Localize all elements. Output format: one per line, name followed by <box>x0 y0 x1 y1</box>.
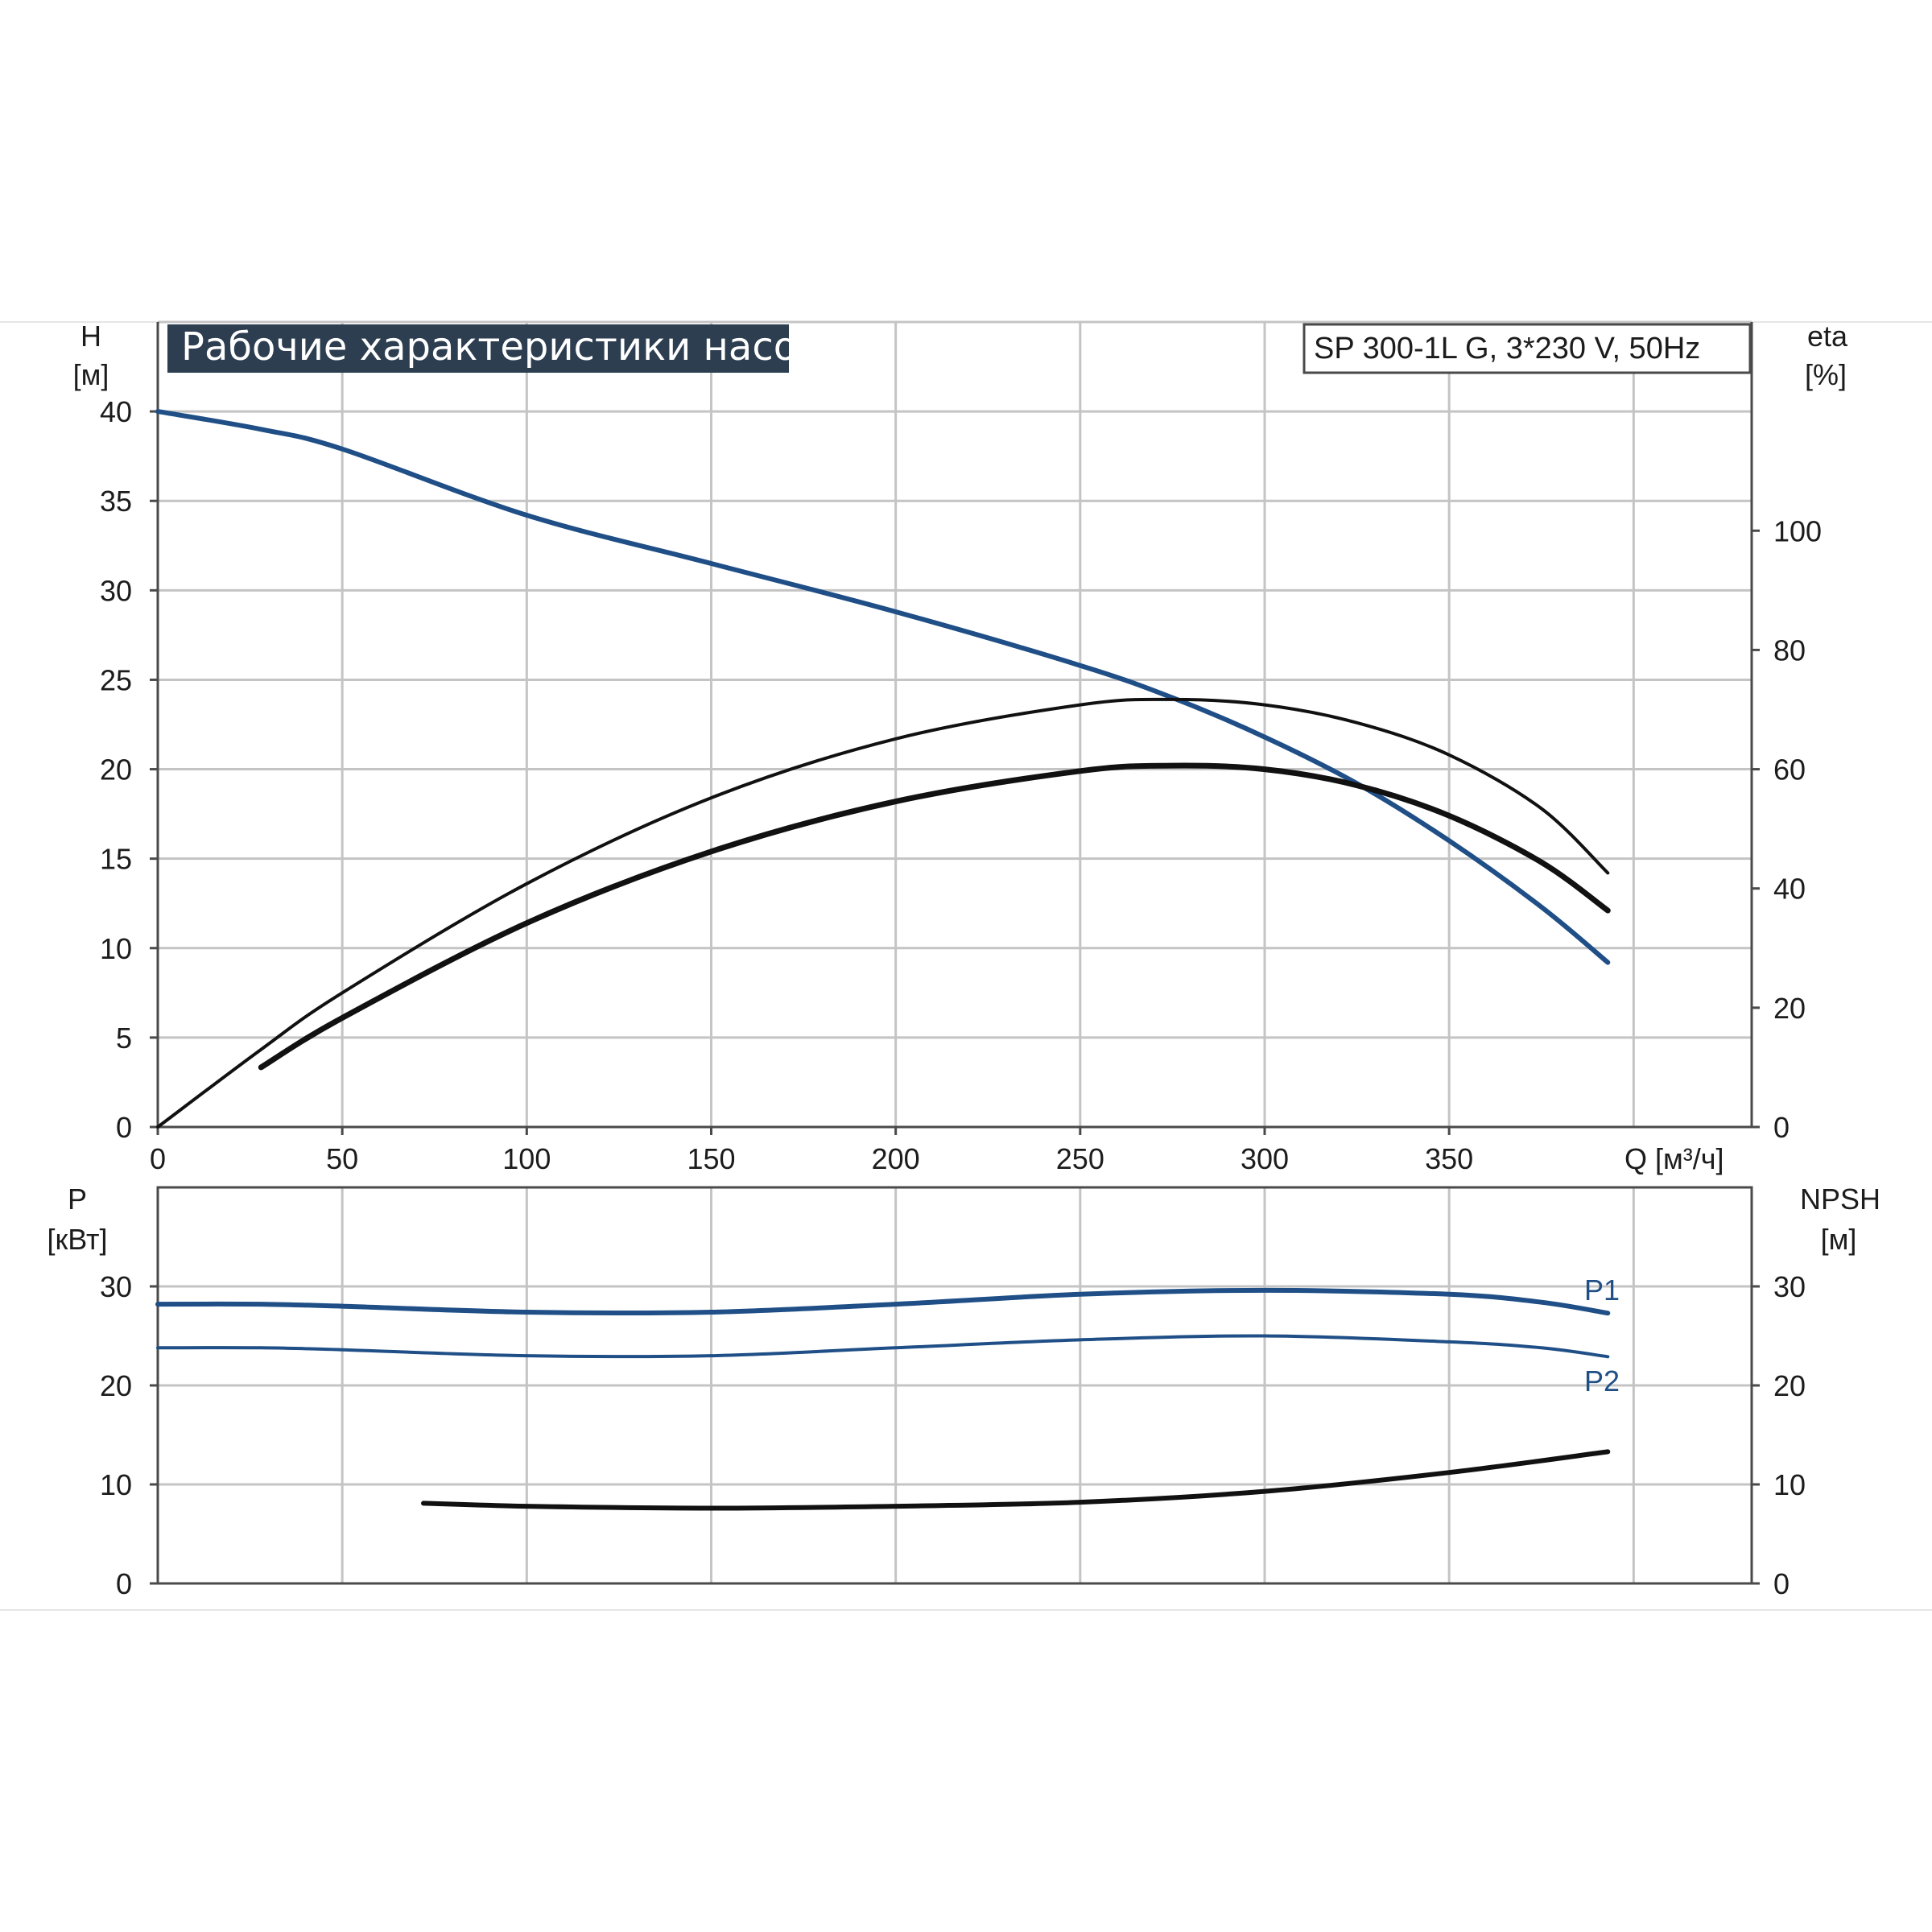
x-tick-label: 200 <box>872 1142 920 1175</box>
top-left-tick-label: 20 <box>100 753 132 786</box>
npsh-axis-title-line1: NPSH <box>1800 1183 1880 1216</box>
bottom-right-tick-label: 20 <box>1773 1369 1806 1402</box>
x-tick-label: 250 <box>1056 1142 1104 1175</box>
x-axis-title: Q [м³/ч] <box>1624 1142 1724 1175</box>
x-tick-label: 50 <box>326 1142 358 1175</box>
top-series-group <box>155 409 1611 1129</box>
top-left-tick-label: 30 <box>100 574 132 607</box>
top-right-tick-label: 60 <box>1773 753 1806 786</box>
top-right-tick-label: 40 <box>1773 873 1806 906</box>
title-box <box>167 324 789 373</box>
power-axis-title-line2: [кВт] <box>47 1223 107 1256</box>
chart-title: Рабочие характеристики насоса <box>181 324 842 369</box>
npsh-curve <box>421 1449 1611 1511</box>
power-p2-curve <box>156 1334 1610 1359</box>
bottom-left-tick-label: 0 <box>116 1567 132 1600</box>
top-left-tick-label: 25 <box>100 663 132 696</box>
top-left-tick-label: 0 <box>116 1111 132 1144</box>
model-box <box>1302 323 1752 374</box>
y-right-title-line2: [%] <box>1805 358 1847 391</box>
power-axis-title-line1: P <box>68 1183 87 1216</box>
bottom-plot-grid <box>158 1187 1752 1583</box>
bottom-right-tick-label: 10 <box>1773 1468 1806 1501</box>
bottom-series-group <box>155 1287 1611 1511</box>
efficiency-curve-total <box>258 762 1611 1071</box>
bottom-left-tick-label: 10 <box>100 1468 132 1501</box>
top-right-tick-label: 0 <box>1773 1111 1790 1144</box>
top-axis-ticks: 0 5 10 15 20 25 30 35 40 0 20 40 60 80 100 0 50 100 150 200… <box>100 395 1822 1175</box>
x-tick-label: 0 <box>150 1142 166 1175</box>
power-p1-curve <box>155 1287 1611 1316</box>
series-label-p1: P1 <box>1584 1274 1620 1307</box>
x-tick-label: 150 <box>687 1142 735 1175</box>
top-right-tick-label: 80 <box>1773 634 1806 667</box>
bottom-axis-ticks: 0 10 20 30 0 10 20 30 <box>100 1270 1806 1600</box>
series-label-p2: P2 <box>1584 1364 1620 1397</box>
y-right-title-line1: eta <box>1807 320 1848 353</box>
top-left-tick-label: 10 <box>100 932 132 965</box>
top-right-tick-label: 20 <box>1773 992 1806 1025</box>
top-right-tick-label: 100 <box>1773 514 1822 547</box>
bottom-left-tick-label: 30 <box>100 1270 132 1303</box>
bottom-left-tick-label: 20 <box>100 1369 132 1402</box>
chart-subtitle: SP 300-1L G, 3*230 V, 50Hz <box>1314 332 1700 365</box>
y-left-title-line2: [м] <box>73 358 109 391</box>
efficiency-curve-pump <box>156 697 1610 1129</box>
top-plot-frame <box>156 322 1753 1129</box>
bottom-right-tick-label: 30 <box>1773 1270 1806 1303</box>
bottom-right-tick-label: 0 <box>1773 1567 1790 1600</box>
x-tick-label: 300 <box>1241 1142 1289 1175</box>
y-left-title-line1: H <box>80 320 101 353</box>
top-left-tick-label: 5 <box>116 1022 132 1055</box>
npsh-axis-title-line2: [м] <box>1821 1223 1857 1256</box>
x-tick-label: 350 <box>1425 1142 1473 1175</box>
x-tick-label: 100 <box>502 1142 551 1175</box>
top-left-tick-label: 15 <box>100 843 132 876</box>
top-left-tick-label: 35 <box>100 485 132 518</box>
top-left-tick-label: 40 <box>100 395 132 428</box>
head-curve <box>155 409 1611 965</box>
top-plot-grid <box>158 320 1752 1127</box>
